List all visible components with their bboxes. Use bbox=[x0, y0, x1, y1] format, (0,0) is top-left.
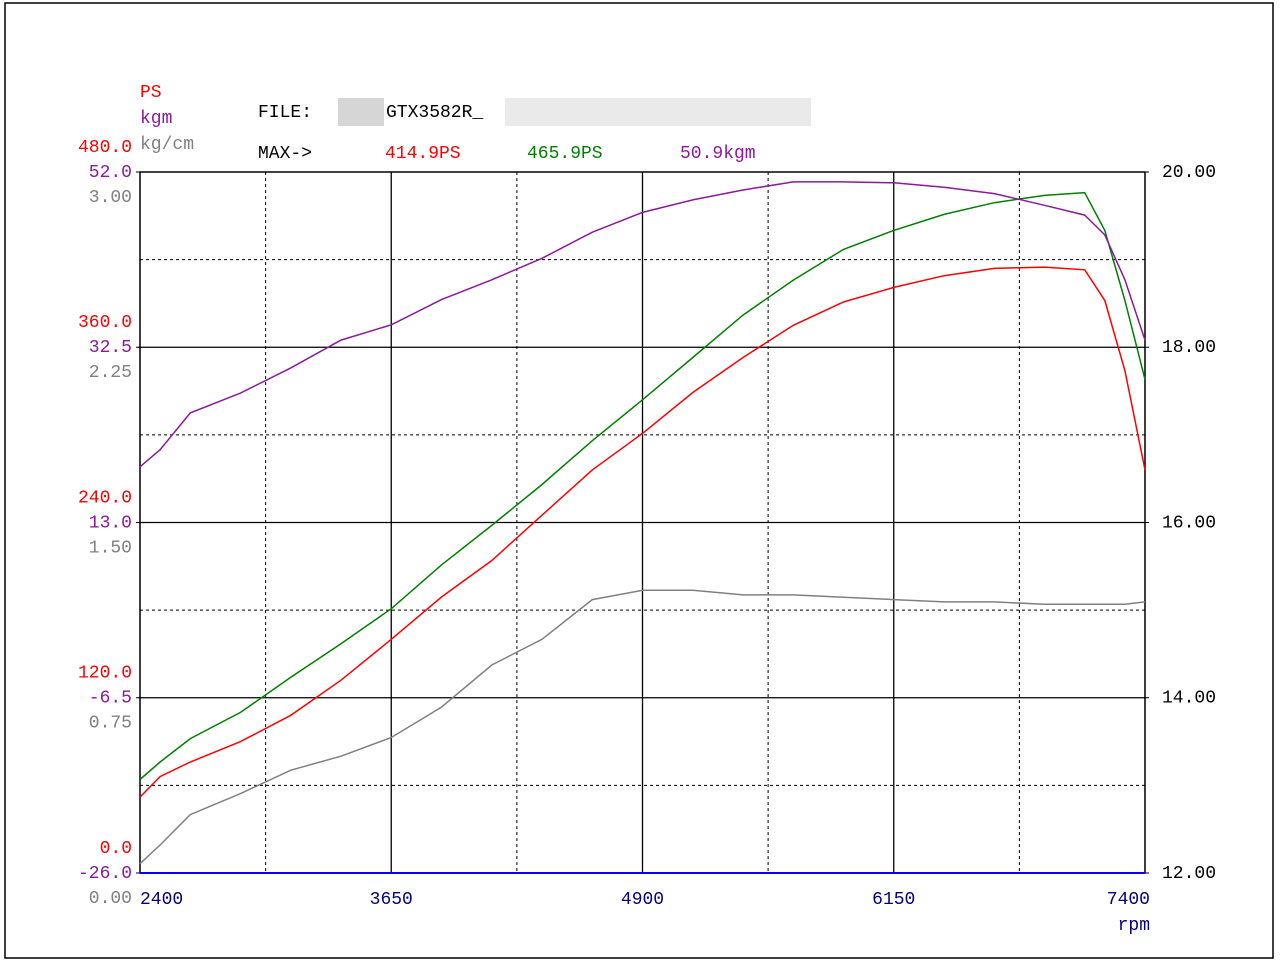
y3-tick-label: 32.5 bbox=[89, 338, 132, 358]
file-label: FILE: bbox=[258, 103, 312, 123]
series-line bbox=[139, 181, 1146, 468]
y-tick-label: 0.0 bbox=[100, 839, 132, 859]
y3-tick-label: 13.0 bbox=[89, 513, 132, 533]
y4-axis-label: kg/cm bbox=[140, 135, 194, 155]
max-value: 50.9kgm bbox=[680, 144, 756, 164]
file-name: GTX3582R_ bbox=[386, 103, 483, 123]
y-tick-label: 240.0 bbox=[78, 488, 132, 508]
blurred-file-parts bbox=[338, 98, 811, 126]
x-axis-label: rpm bbox=[1118, 916, 1150, 936]
max-value: 465.9PS bbox=[527, 144, 603, 164]
x-tick-label: 3650 bbox=[370, 890, 413, 910]
y4-tick-label: 2.25 bbox=[89, 363, 132, 383]
y-tick-label: 360.0 bbox=[78, 313, 132, 333]
y2-tick-label: 16.00 bbox=[1162, 513, 1216, 533]
y2-tick-label: 18.00 bbox=[1162, 338, 1216, 358]
y4-tick-label: 0.75 bbox=[89, 714, 132, 734]
y4-tick-label: 3.00 bbox=[89, 188, 132, 208]
x-tick-label: 2400 bbox=[140, 890, 183, 910]
y-axis-label: PS bbox=[140, 83, 162, 103]
y4-tick-label: 1.50 bbox=[89, 538, 132, 558]
x-tick-label: 7400 bbox=[1107, 890, 1150, 910]
y2-tick-label: 20.00 bbox=[1162, 163, 1216, 183]
y4-tick-label: 0.00 bbox=[89, 889, 132, 909]
y2-tick-label: 12.00 bbox=[1162, 864, 1216, 884]
y3-axis-label: kgm bbox=[140, 109, 172, 129]
y3-tick-label: -26.0 bbox=[78, 864, 132, 884]
y3-tick-label: 52.0 bbox=[89, 163, 132, 183]
y-tick-label: 480.0 bbox=[78, 138, 132, 158]
x-tick-label: 6150 bbox=[872, 890, 915, 910]
series-line bbox=[139, 191, 1146, 781]
max-value: 414.9PS bbox=[385, 144, 461, 164]
series-line bbox=[139, 266, 1146, 798]
series-line bbox=[139, 589, 1146, 865]
y-tick-label: 120.0 bbox=[78, 664, 132, 684]
y3-tick-label: -6.5 bbox=[89, 689, 132, 709]
frame bbox=[4, 2, 1274, 959]
y2-tick-label: 14.00 bbox=[1162, 689, 1216, 709]
x-tick-label: 4900 bbox=[621, 890, 664, 910]
max-label: MAX-> bbox=[258, 144, 312, 164]
